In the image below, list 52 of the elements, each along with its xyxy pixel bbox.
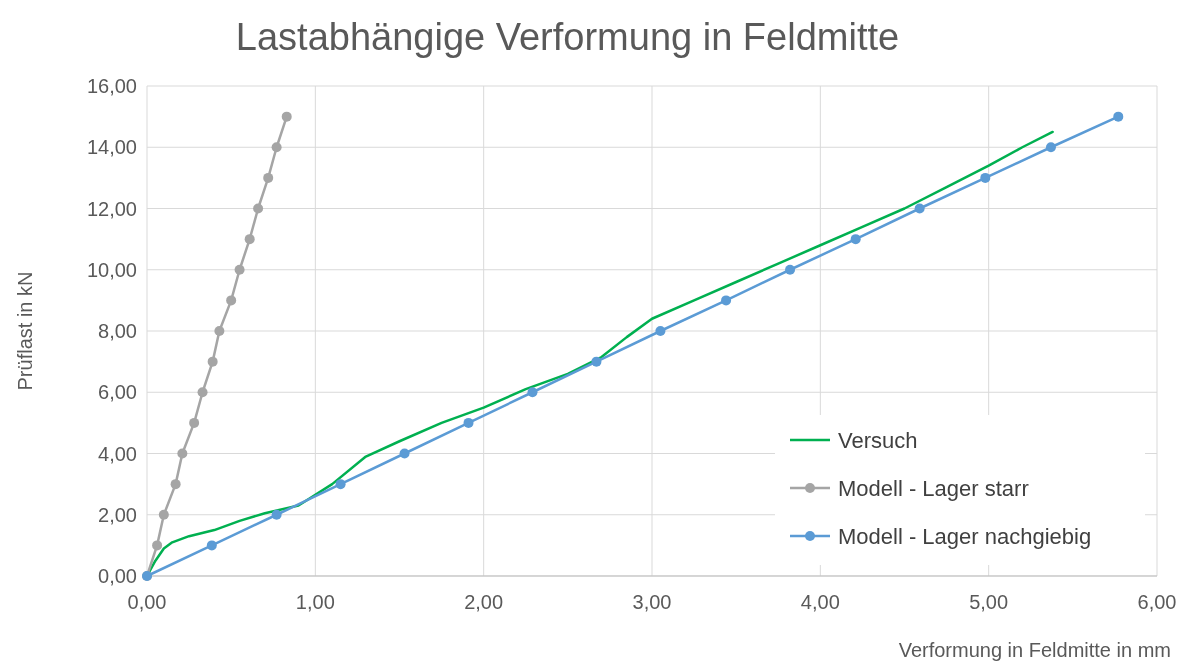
point [214, 326, 225, 336]
point [850, 234, 861, 245]
y-tick-label: 10,00 [86, 258, 137, 281]
x-tick-label: 3,00 [632, 591, 672, 613]
y-tick-label: 6,00 [98, 381, 137, 404]
point [170, 479, 181, 490]
point [244, 234, 255, 245]
point [234, 264, 245, 275]
point [281, 111, 292, 122]
y-tick-label: 16,00 [86, 75, 137, 97]
point [785, 264, 796, 275]
point [980, 172, 991, 183]
x-tick-label: 2,00 [464, 591, 504, 613]
y-tick-label: 14,00 [86, 136, 137, 159]
point [655, 326, 666, 336]
x-tick-label: 5,00 [969, 591, 1009, 613]
point [197, 387, 208, 398]
point [177, 448, 188, 459]
point [226, 295, 237, 306]
point [271, 509, 282, 520]
point [527, 387, 538, 398]
point [189, 417, 200, 428]
legend-label: Versuch [838, 427, 918, 453]
x-tick-label: 6,00 [1137, 591, 1177, 613]
point [207, 356, 218, 367]
point [253, 203, 264, 214]
point [158, 509, 169, 520]
legend-label: Modell - Lager nachgiebig [838, 523, 1092, 549]
point [399, 448, 410, 459]
y-axis-title: Prüflast in kN [14, 271, 36, 391]
y-tick-label: 4,00 [98, 442, 137, 465]
y-tick-label: 8,00 [98, 320, 137, 342]
point [721, 295, 732, 306]
point [463, 417, 474, 428]
point [335, 479, 346, 490]
y-tick-label: 0,00 [98, 565, 137, 587]
point [206, 540, 217, 551]
point [263, 172, 274, 183]
x-tick-label: 0,00 [127, 591, 167, 613]
x-axis-title: Verformung in Feldmitte in mm [898, 639, 1171, 661]
legend-label: Modell - Lager starr [838, 475, 1029, 501]
x-tick-label: 4,00 [800, 591, 840, 613]
point [271, 142, 282, 153]
y-tick-label: 2,00 [98, 503, 137, 526]
point [1045, 142, 1056, 153]
point [591, 356, 602, 367]
point [914, 203, 925, 214]
point [1113, 111, 1124, 122]
x-tick-label: 1,00 [295, 591, 335, 613]
y-tick-label: 12,00 [86, 197, 137, 220]
chart-title: Lastabhängige Verformung in Feldmitte [235, 16, 900, 58]
point [152, 540, 163, 551]
